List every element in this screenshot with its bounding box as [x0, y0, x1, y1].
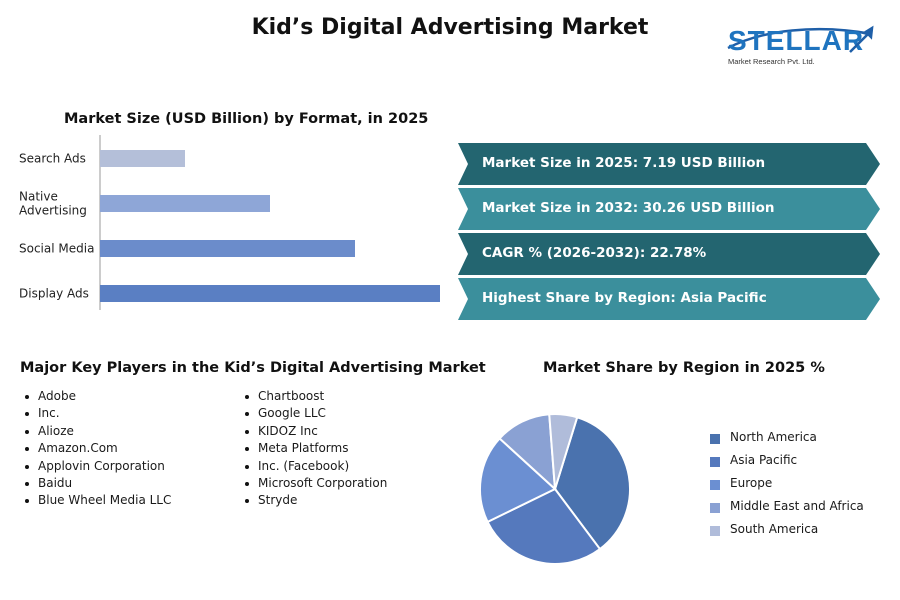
banner-shape [458, 188, 880, 230]
key-players-list-left: Adobe Inc. Alioze Amazon.Com Applovin Corpor… [22, 388, 171, 510]
legend-item: Middle East and Africa [710, 499, 864, 522]
bar-chart-svg: Search Ads Native Advertising Social Media D… [19, 135, 440, 310]
legend-item: South America [710, 522, 864, 545]
legend-item: Europe [710, 476, 864, 499]
legend-item: North America [710, 430, 864, 453]
banner-market-size-2025: Market Size in 2025: 7.19 USD Billion [458, 143, 880, 185]
region-pie-chart [470, 404, 640, 574]
brand-logo: STELLAR Market Research Pvt. Ltd. [722, 12, 882, 72]
key-player-item: Adobe [22, 388, 171, 405]
key-players-list-right: Chartboost Google LLC KIDOZ Inc Meta Platfo… [242, 388, 387, 510]
key-players-title: Major Key Players in the Kid’s Digital A… [20, 360, 486, 376]
legend-label: South America [730, 522, 819, 536]
bar [100, 150, 185, 167]
legend-swatch [710, 503, 720, 513]
key-player-item: Microsoft Corporation [242, 475, 387, 492]
legend-label: Europe [730, 476, 773, 490]
key-player-item: Alioze [22, 423, 171, 440]
bar [100, 195, 270, 212]
banner-text: Market Size in 2032: 30.26 USD Billion [482, 200, 775, 216]
pie-chart-svg [479, 413, 631, 565]
legend-label: Middle East and Africa [730, 499, 864, 513]
pie-slice [553, 416, 631, 551]
bar-chart-title: Market Size (USD Billion) by Format, in … [64, 111, 429, 127]
pie-chart-title: Market Share by Region in 2025 % [543, 360, 825, 376]
pie-slice [548, 413, 579, 490]
legend-label: Asia Pacific [730, 453, 798, 467]
category-label: Display Ads [19, 287, 89, 301]
category-label: Social Media [19, 242, 94, 256]
legend-label: North America [730, 430, 817, 444]
pie-slice [479, 437, 557, 524]
banner-highest-share: Highest Share by Region: Asia Pacific [458, 278, 880, 320]
category-label: Search Ads [19, 152, 86, 166]
banner-shape [458, 233, 880, 275]
format-bar-chart: Search Ads Native Advertising Social Media D… [0, 135, 450, 315]
logo-wordmark: STELLAR [728, 25, 864, 56]
banner-shape [458, 143, 880, 185]
key-player-item: Google LLC [242, 405, 387, 422]
key-player-item: Chartboost [242, 388, 387, 405]
category-label: Native Advertising [19, 190, 87, 218]
key-player-item: Blue Wheel Media LLC [22, 492, 171, 509]
banner-text: CAGR % (2026-2032): 22.78% [482, 245, 707, 261]
bar [100, 240, 355, 257]
legend-swatch [710, 457, 720, 467]
key-player-item: Amazon.Com [22, 440, 171, 457]
key-player-item: Applovin Corporation [22, 458, 171, 475]
banner-text: Market Size in 2025: 7.19 USD Billion [482, 155, 766, 171]
pie-slice [486, 487, 602, 565]
page-title: Kid’s Digital Advertising Market [251, 15, 649, 40]
key-player-item: Baidu [22, 475, 171, 492]
banner-text: Highest Share by Region: Asia Pacific [482, 290, 767, 306]
legend-swatch [710, 480, 720, 490]
banner-market-size-2032: Market Size in 2032: 30.26 USD Billion [458, 188, 880, 230]
key-player-item: Stryde [242, 492, 387, 509]
legend-swatch [710, 526, 720, 536]
key-player-item: Inc. (Facebook) [242, 458, 387, 475]
pie-legend: North America Asia Pacific Europe Middle Ea… [710, 430, 864, 545]
legend-swatch [710, 434, 720, 444]
arrow-swoosh-icon [849, 25, 874, 53]
bar [100, 285, 440, 302]
logo-tagline: Market Research Pvt. Ltd. [728, 57, 815, 66]
key-player-item: KIDOZ Inc [242, 423, 387, 440]
key-player-item: Inc. [22, 405, 171, 422]
banner-cagr: CAGR % (2026-2032): 22.78% [458, 233, 880, 275]
key-player-item: Meta Platforms [242, 440, 387, 457]
legend-item: Asia Pacific [710, 453, 864, 476]
logo-graphic: STELLAR Market Research Pvt. Ltd. [727, 25, 874, 66]
banner-shape [458, 278, 880, 320]
